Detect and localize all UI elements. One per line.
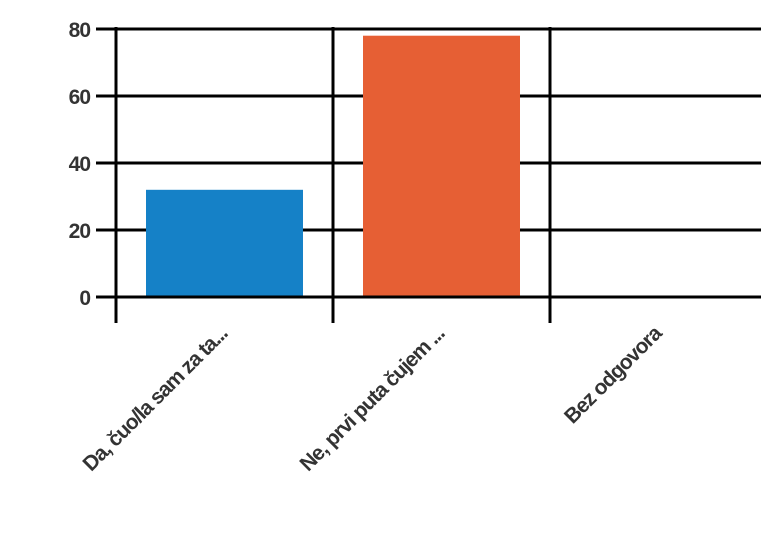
y-tick-label: 20 [69,220,91,243]
y-tick-label: 40 [69,153,91,176]
bar-1[interactable] [146,189,303,297]
y-tick-label: 60 [69,86,91,109]
y-tick-labels: 0 20 40 60 80 [69,19,92,310]
bars [146,35,520,297]
bar-2[interactable] [363,35,520,297]
x-category-label: Da, čuo/la sam za ta... [79,322,233,476]
y-tick-label: 80 [69,19,91,42]
x-category-label: Bez odgovora [560,321,667,428]
x-category-label: Ne, prvi puta čujem ... [296,322,450,476]
x-category-labels: Da, čuo/la sam za ta... Ne, prvi puta čuj… [79,321,667,475]
y-tick-label: 0 [79,287,90,310]
